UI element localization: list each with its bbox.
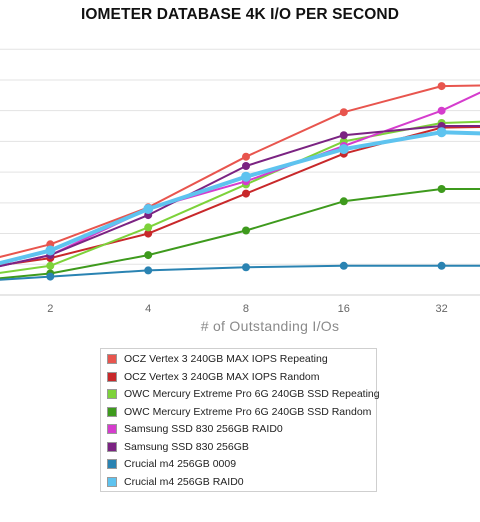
data-point xyxy=(46,261,55,270)
x-axis-title: # of Outstanding I/Os xyxy=(200,318,340,334)
data-point xyxy=(437,185,446,193)
legend-item[interactable]: OWC Mercury Extreme Pro 6G 240GB SSD Ran… xyxy=(107,404,371,420)
data-point xyxy=(437,261,446,270)
data-point xyxy=(339,108,348,117)
legend-item[interactable]: Crucial m4 256GB 0009 xyxy=(107,456,236,472)
legend-swatch xyxy=(107,459,117,469)
data-point xyxy=(339,131,348,140)
x-tick-label: 4 xyxy=(145,303,151,315)
series-lines xyxy=(0,82,480,281)
data-point xyxy=(437,106,446,115)
legend: OCZ Vertex 3 240GB MAX IOPS Repeating OCZ… xyxy=(100,348,380,492)
legend-label: OCZ Vertex 3 240GB MAX IOPS Repeating xyxy=(124,353,328,365)
data-point xyxy=(46,272,55,281)
data-point xyxy=(144,266,153,275)
data-point xyxy=(241,171,251,182)
series-5 xyxy=(0,91,480,268)
legend-item[interactable]: Samsung SSD 830 256GB xyxy=(107,439,249,455)
legend-swatch xyxy=(107,389,117,399)
series-7 xyxy=(0,261,480,281)
legend-swatch xyxy=(107,406,117,417)
data-point xyxy=(242,162,250,170)
data-point xyxy=(144,229,153,238)
x-tick-label: 32 xyxy=(435,303,447,315)
series-2 xyxy=(0,123,480,267)
data-point xyxy=(143,204,154,214)
series-line xyxy=(0,264,480,281)
data-point xyxy=(242,189,250,198)
legend-item[interactable]: Samsung SSD 830 256GB RAID0 xyxy=(107,421,283,437)
data-point xyxy=(242,226,250,235)
legend-swatch xyxy=(107,424,117,434)
data-point xyxy=(437,82,446,91)
data-point xyxy=(45,245,56,256)
data-point xyxy=(242,263,250,272)
series-8 xyxy=(0,127,480,266)
data-point xyxy=(338,144,349,155)
series-3 xyxy=(0,119,480,274)
series-line xyxy=(0,125,480,268)
legend-label: Samsung SSD 830 256GB xyxy=(124,440,249,453)
x-axis-ticks: 2 4 8 16 32 xyxy=(47,303,447,315)
data-point xyxy=(144,251,153,260)
series-line xyxy=(0,120,480,274)
x-tick-label: 16 xyxy=(338,303,350,315)
data-point xyxy=(242,152,250,161)
legend-swatch xyxy=(107,476,117,487)
data-point xyxy=(339,197,348,206)
legend-item[interactable]: Crucial m4 256GB RAID0 xyxy=(107,474,244,490)
data-point xyxy=(144,223,153,232)
legend-label: OWC Mercury Extreme Pro 6G 240GB SSD Rep… xyxy=(124,388,380,400)
legend-swatch xyxy=(107,371,117,382)
data-point xyxy=(339,261,348,270)
legend-swatch xyxy=(107,441,117,452)
x-tick-label: 2 xyxy=(47,303,53,315)
legend-item[interactable]: OCZ Vertex 3 240GB MAX IOPS Repeating xyxy=(107,351,328,367)
legend-item[interactable]: OWC Mercury Extreme Pro 6G 240GB SSD Rep… xyxy=(107,386,380,402)
series-line xyxy=(0,125,480,267)
legend-label: Crucial m4 256GB 0009 xyxy=(124,458,237,470)
legend-swatch xyxy=(107,354,117,364)
legend-label: Samsung SSD 830 256GB RAID0 xyxy=(124,423,283,435)
gridlines xyxy=(0,48,480,265)
series-line xyxy=(0,91,480,268)
legend-label: Crucial m4 256GB RAID0 xyxy=(124,475,244,488)
data-point xyxy=(436,127,447,138)
legend-label: OCZ Vertex 3 240GB MAX IOPS Random xyxy=(124,370,320,383)
x-tick-label: 8 xyxy=(243,303,249,315)
legend-label: OWC Mercury Extreme Pro 6G 240GB SSD Ran… xyxy=(124,405,372,418)
chart-title: IOMETER DATABASE 4K I/O PER SECOND xyxy=(80,6,400,23)
legend-item[interactable]: OCZ Vertex 3 240GB MAX IOPS Random xyxy=(107,369,320,385)
